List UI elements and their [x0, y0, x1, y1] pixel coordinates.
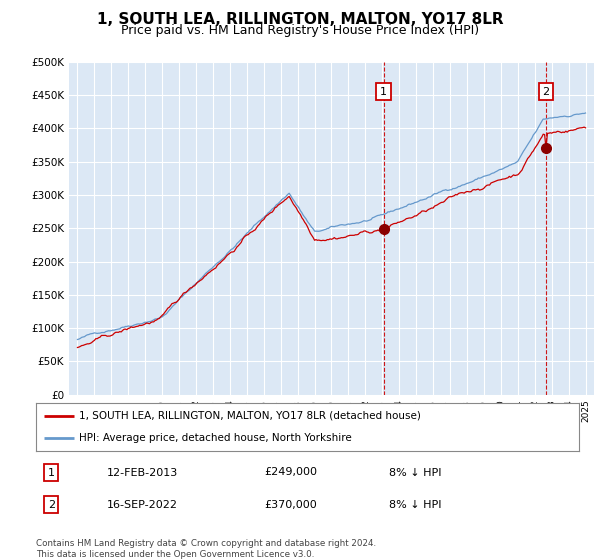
Text: HPI: Average price, detached house, North Yorkshire: HPI: Average price, detached house, Nort… — [79, 433, 352, 444]
Text: 1: 1 — [48, 468, 55, 478]
Text: 8% ↓ HPI: 8% ↓ HPI — [389, 468, 442, 478]
Text: 8% ↓ HPI: 8% ↓ HPI — [389, 500, 442, 510]
Text: £249,000: £249,000 — [264, 468, 317, 478]
Text: 1, SOUTH LEA, RILLINGTON, MALTON, YO17 8LR (detached house): 1, SOUTH LEA, RILLINGTON, MALTON, YO17 8… — [79, 410, 421, 421]
Text: 2: 2 — [47, 500, 55, 510]
Text: Price paid vs. HM Land Registry's House Price Index (HPI): Price paid vs. HM Land Registry's House … — [121, 24, 479, 36]
Text: 16-SEP-2022: 16-SEP-2022 — [107, 500, 178, 510]
Text: 12-FEB-2013: 12-FEB-2013 — [107, 468, 178, 478]
Text: Contains HM Land Registry data © Crown copyright and database right 2024.
This d: Contains HM Land Registry data © Crown c… — [36, 539, 376, 559]
Text: 2: 2 — [542, 87, 550, 96]
Text: £370,000: £370,000 — [264, 500, 317, 510]
Text: 1: 1 — [380, 87, 387, 96]
Text: 1, SOUTH LEA, RILLINGTON, MALTON, YO17 8LR: 1, SOUTH LEA, RILLINGTON, MALTON, YO17 8… — [97, 12, 503, 27]
